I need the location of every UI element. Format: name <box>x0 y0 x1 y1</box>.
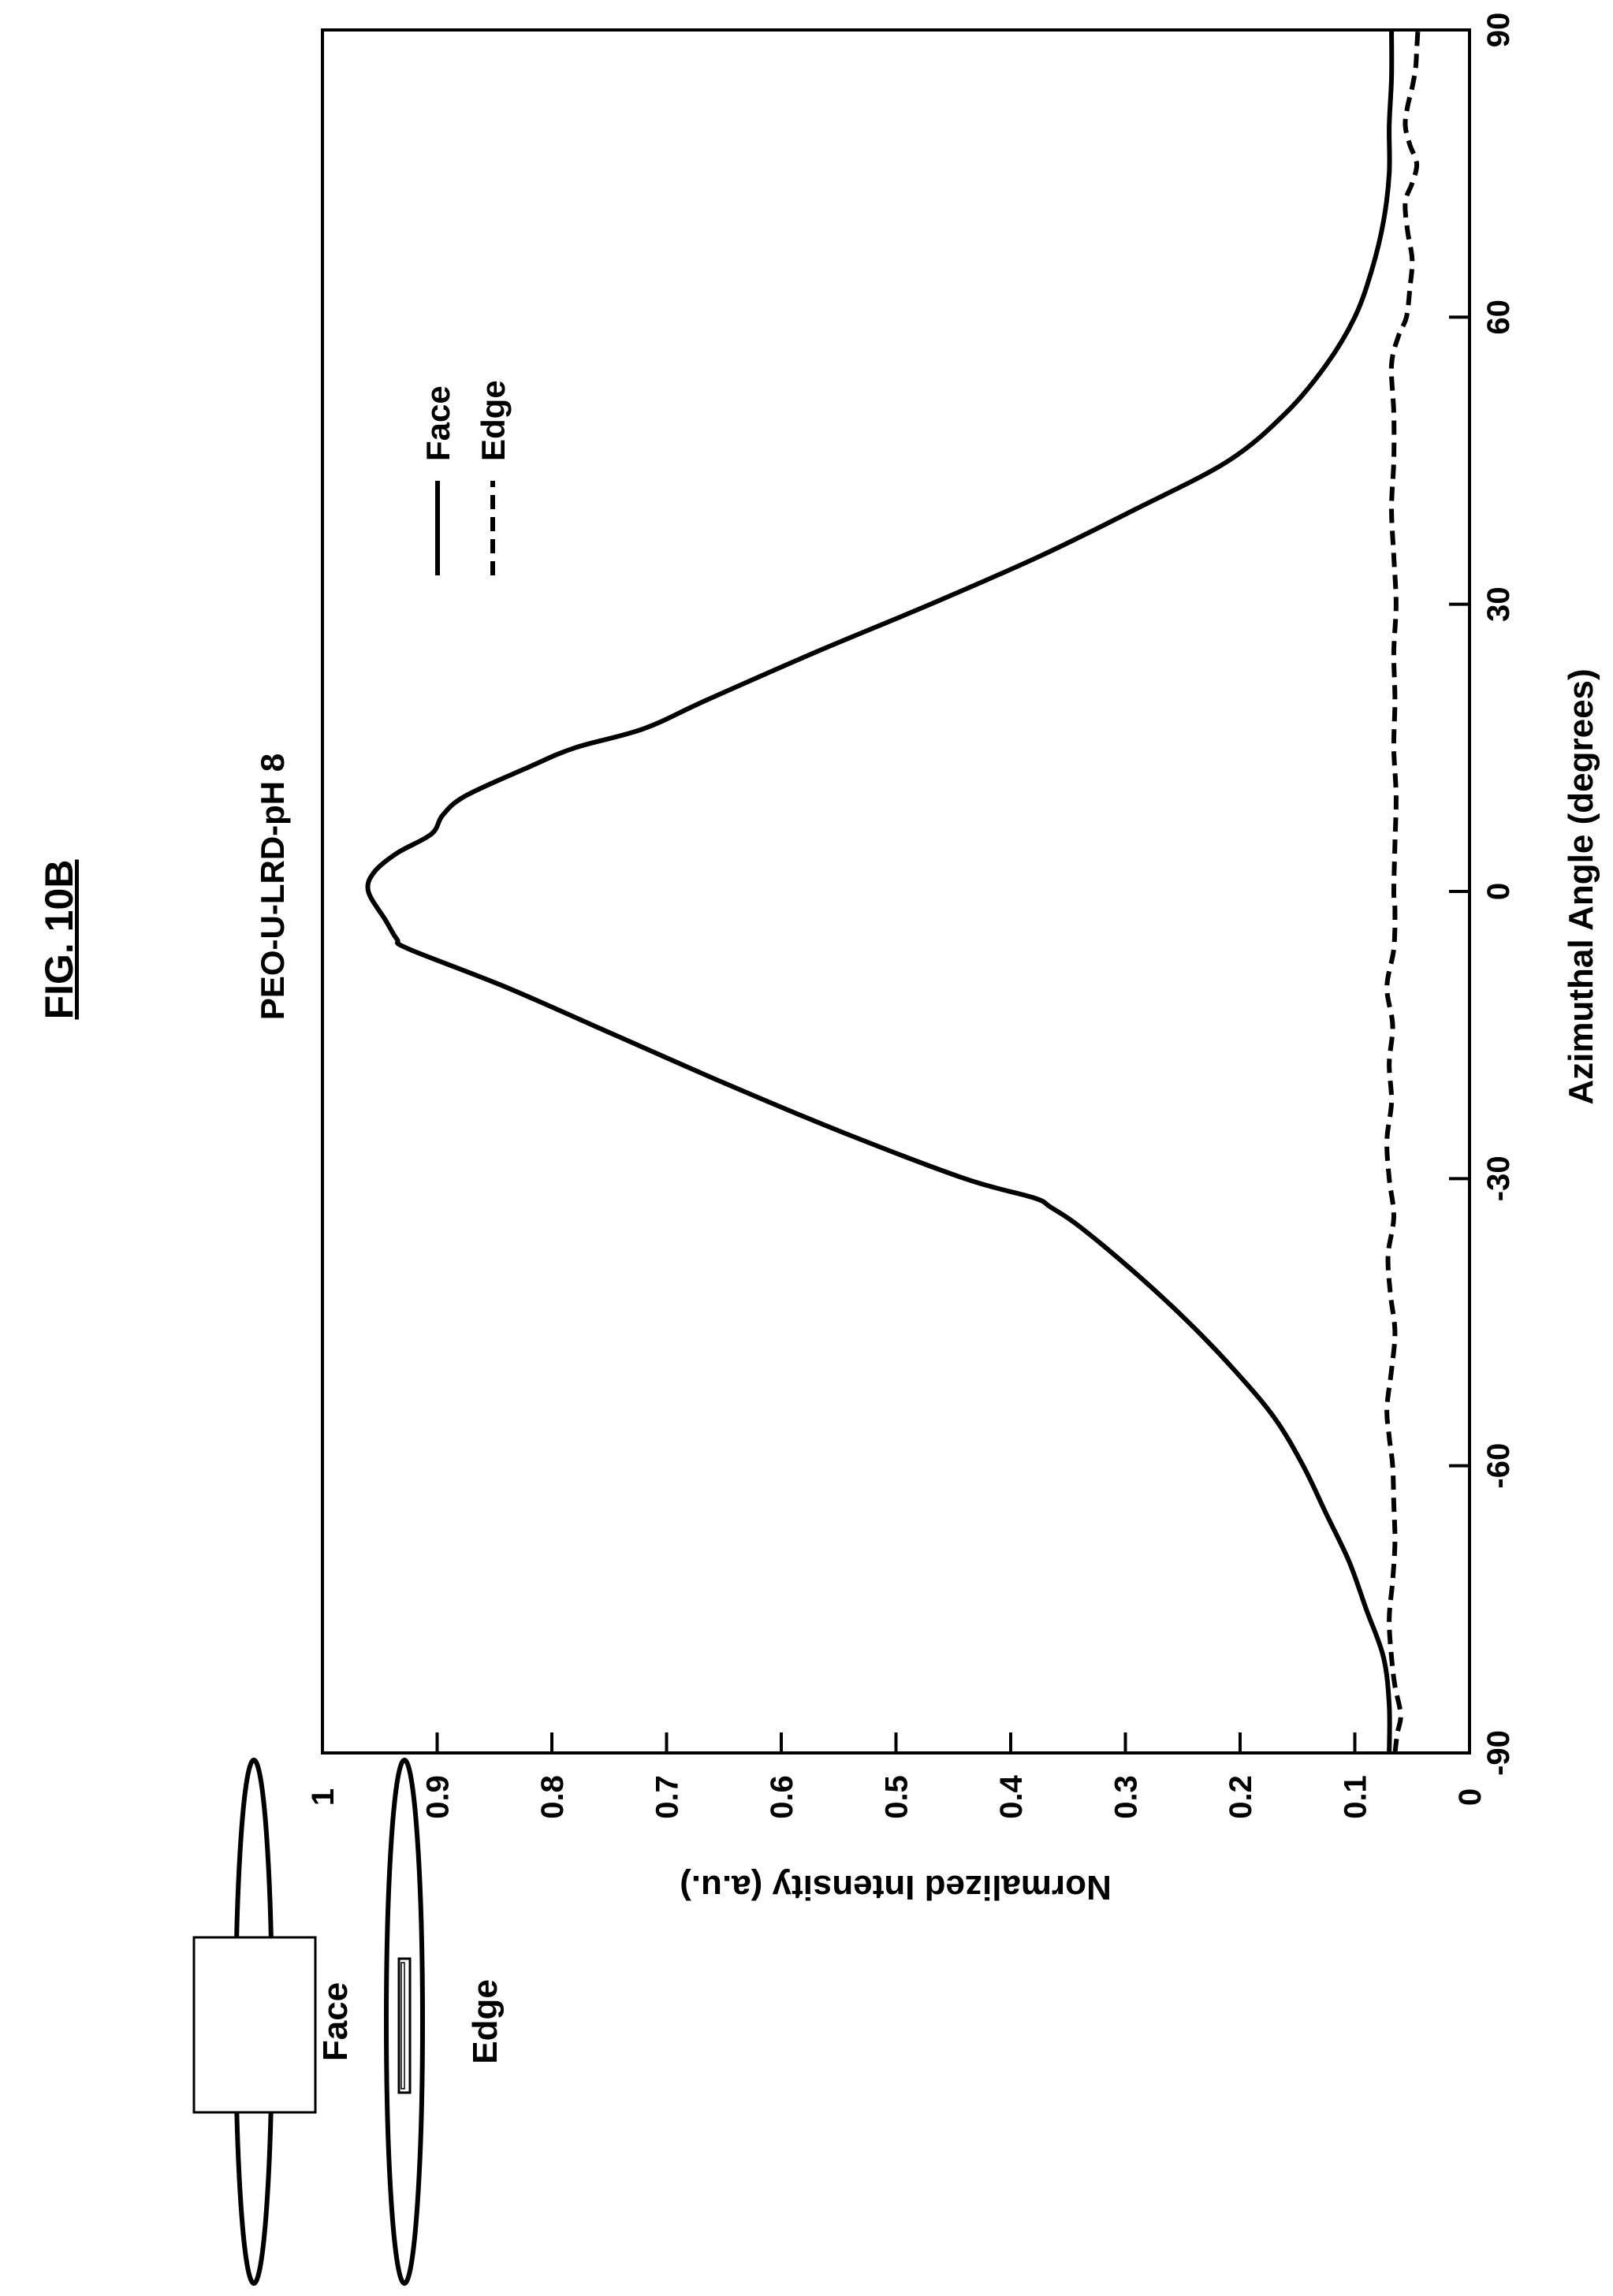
face-square <box>192 1936 317 2114</box>
y-tick-label: 0.7 <box>650 1775 685 1819</box>
y-tick-label: 0.3 <box>1109 1775 1144 1819</box>
legend-label-edge: Edge <box>475 380 512 461</box>
y-tick-label: 0.8 <box>535 1775 570 1819</box>
series-line-edge <box>1384 29 1421 1754</box>
chart-title: PEO-U-LRD-pH 8 <box>254 754 291 1020</box>
figure-title: FIG. 10B <box>37 860 81 1020</box>
chart: PEO-U-LRD-pH 8 Azimuthal Angle (degrees)… <box>254 13 1600 1907</box>
y-tick-label: 0.4 <box>994 1774 1029 1818</box>
y-tick-label: 0.9 <box>421 1775 456 1819</box>
inset-edge-label: Edge <box>466 1979 505 2064</box>
legend: Face Edge <box>419 380 512 575</box>
edge-slab-inner <box>400 1962 405 2089</box>
legend-label-face: Face <box>419 385 456 461</box>
plot-frame <box>321 28 1471 1755</box>
x-tick-label: -90 <box>1481 1730 1516 1776</box>
y-tick-label: 0.6 <box>765 1775 799 1819</box>
x-tick-label: -30 <box>1481 1155 1516 1201</box>
edge-disc-ellipse <box>384 1758 425 2286</box>
y-tick-label: 0.1 <box>1339 1775 1373 1819</box>
y-tick-label: 0.2 <box>1224 1775 1258 1819</box>
x-tick-label: 60 <box>1481 300 1516 335</box>
x-tick-label: 30 <box>1481 586 1516 622</box>
inset-schematic: Face Edge <box>192 1758 505 2286</box>
y-tick-label: 0 <box>1453 1788 1488 1806</box>
x-tick-label: -60 <box>1481 1443 1516 1489</box>
series-line-face <box>365 29 1395 1754</box>
x-tick-label: 90 <box>1481 13 1516 48</box>
x-tick-label: 0 <box>1481 883 1516 900</box>
inset-face-label: Face <box>316 1982 355 2061</box>
y-axis-label: Normalized Intensity (a.u.) <box>680 1868 1112 1907</box>
y-tick-label: 0.5 <box>880 1775 915 1819</box>
y-tick-label: 1 <box>306 1788 341 1806</box>
x-axis-label: Azimuthal Angle (degrees) <box>1562 668 1600 1104</box>
